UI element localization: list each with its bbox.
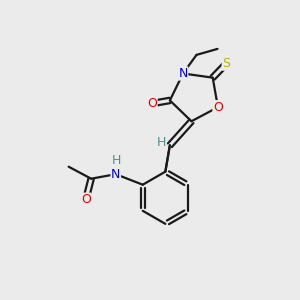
Text: H: H xyxy=(157,136,166,149)
Text: N: N xyxy=(111,168,120,181)
Text: H: H xyxy=(112,154,121,167)
Text: O: O xyxy=(213,101,223,114)
Text: N: N xyxy=(178,67,188,80)
Text: O: O xyxy=(147,97,157,110)
Text: S: S xyxy=(222,57,230,70)
Text: O: O xyxy=(81,193,91,206)
